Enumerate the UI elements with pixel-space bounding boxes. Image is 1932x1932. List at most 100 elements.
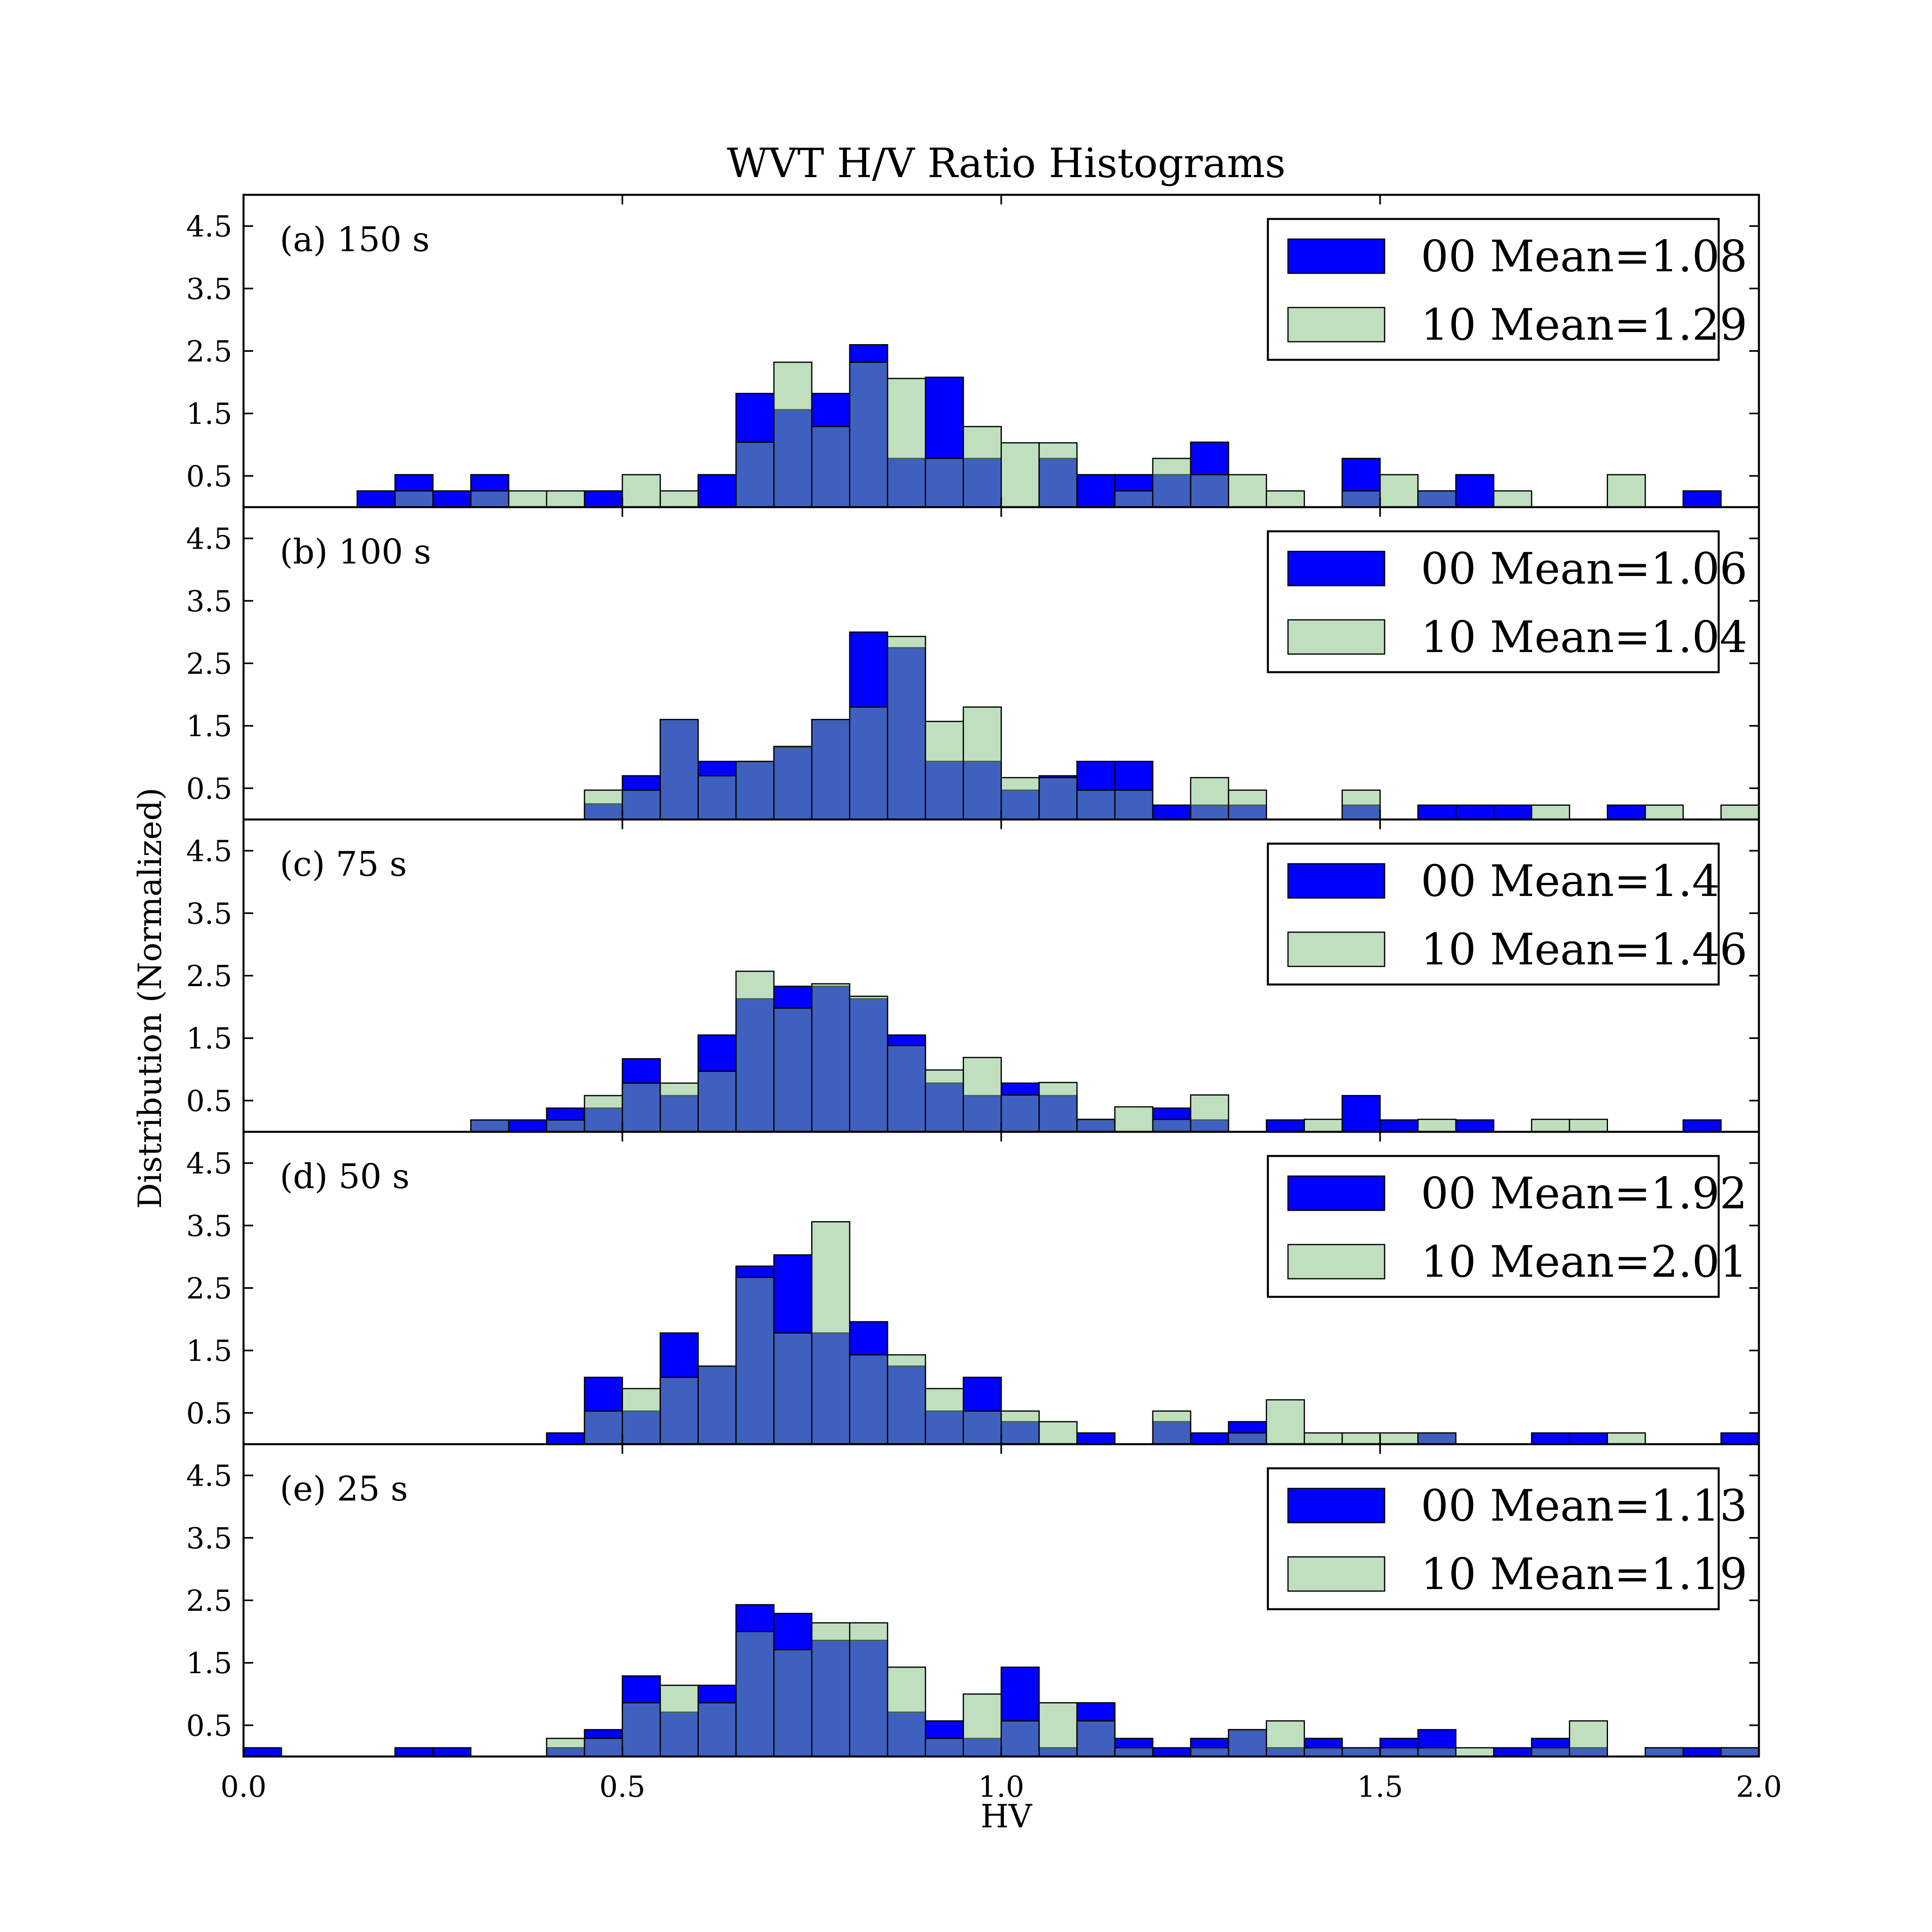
bar-10 <box>1001 1094 1040 1133</box>
bar-00 <box>1190 1432 1229 1445</box>
bar-00 <box>1682 1119 1722 1133</box>
bar-00 <box>1607 804 1646 820</box>
bar-10 <box>698 1070 737 1133</box>
bar-10 <box>962 426 1002 508</box>
bar-10 <box>1001 777 1040 820</box>
bar-10 <box>811 719 850 820</box>
y-tick-label: 1.5 <box>186 1334 232 1368</box>
bar-10 <box>962 706 1002 820</box>
bar-00 <box>1152 804 1191 820</box>
x-tick-label: 0.0 <box>221 1770 267 1804</box>
bar-10 <box>849 706 888 820</box>
bar-10 <box>1531 804 1570 820</box>
bar-10 <box>962 1410 1002 1445</box>
bar-10 <box>1417 1119 1457 1133</box>
bar-10 <box>773 1007 813 1133</box>
x-tick-label: 1.5 <box>1357 1770 1403 1804</box>
bar-10 <box>546 490 585 508</box>
histogram-panel: 0.5 1.5 2.5 3.5 4.5 (e) 25 s 00 Mean=1.13 10 Me… <box>186 1443 1782 1804</box>
bar-00 <box>546 1432 585 1445</box>
bar-10 <box>584 789 623 820</box>
bar-10 <box>1607 474 1646 508</box>
bar-10 <box>659 1377 699 1445</box>
bar-10 <box>1379 1747 1419 1757</box>
bar-10 <box>811 426 850 508</box>
bar-10 <box>1152 1119 1191 1133</box>
bar-10 <box>1265 1720 1305 1757</box>
bar-00 <box>698 474 737 508</box>
bar-10 <box>1001 1410 1040 1445</box>
bar-10 <box>1228 474 1267 508</box>
histogram-panel: 0.5 1.5 2.5 3.5 4.5 (d) 50 s 00 Mean=1.92 10 Me… <box>186 1131 1760 1445</box>
bar-10 <box>1038 1702 1078 1757</box>
y-tick-label: 0.5 <box>186 1084 232 1118</box>
bar-10 <box>1607 1432 1646 1445</box>
histogram-panel: 0.5 1.5 2.5 3.5 4.5 (c) 75 s 00 Mean=1.4 10 Mea… <box>186 818 1760 1133</box>
y-tick-label: 1.5 <box>186 397 232 431</box>
bar-10 <box>925 720 964 820</box>
bar-10 <box>546 1119 585 1133</box>
legend-swatch-00 <box>1287 863 1385 899</box>
bar-10 <box>1342 789 1381 820</box>
bar-00 <box>394 1747 434 1757</box>
bar-10 <box>1190 777 1229 820</box>
bar-10 <box>1228 789 1267 820</box>
bar-10 <box>735 1277 775 1445</box>
bar-10 <box>698 775 737 820</box>
bar-10 <box>1342 1432 1381 1445</box>
bar-00 <box>1455 1119 1494 1133</box>
legend-entry: 10 Mean=1.04 <box>1421 612 1747 663</box>
bar-10 <box>887 1666 926 1757</box>
bar-10 <box>811 1622 850 1757</box>
y-tick-label: 1.5 <box>186 1646 232 1680</box>
legend-swatch-00 <box>1287 238 1385 274</box>
bar-10 <box>1569 1720 1608 1757</box>
y-tick-label: 4.5 <box>186 210 232 244</box>
bar-10 <box>1114 1747 1154 1757</box>
bar-10 <box>470 490 510 508</box>
y-tick-label: 4.5 <box>186 1147 232 1181</box>
y-tick-label: 0.5 <box>186 1396 232 1430</box>
legend-swatch-10 <box>1287 307 1385 343</box>
bar-10 <box>1114 789 1154 820</box>
bar-10 <box>470 1119 510 1133</box>
panels-container: 0.5 1.5 2.5 3.5 4.5 (a) 150 s 00 Mean=1.08 10 M… <box>186 194 1782 1804</box>
bar-10 <box>1304 1119 1343 1133</box>
bar-10 <box>584 1410 623 1445</box>
panel-label: (a) 150 s <box>280 220 429 259</box>
y-tick-label: 3.5 <box>186 272 232 306</box>
panel-label: (c) 75 s <box>280 844 407 884</box>
bar-10 <box>887 1045 926 1133</box>
histogram-panel: 0.5 1.5 2.5 3.5 4.5 (a) 150 s 00 Mean=1.08 10 M… <box>186 194 1760 508</box>
y-tick-label: 3.5 <box>186 1521 232 1555</box>
bar-10 <box>621 789 661 820</box>
y-tick-label: 2.5 <box>186 1584 232 1618</box>
bar-00 <box>1417 804 1457 820</box>
bar-10 <box>925 1069 964 1133</box>
y-tick-label: 4.5 <box>186 834 232 868</box>
bar-10 <box>1379 474 1419 508</box>
bar-10 <box>1076 1119 1116 1133</box>
x-axis-title: HV <box>980 1798 1032 1835</box>
bar-00 <box>1493 1747 1532 1757</box>
legend-swatch-10 <box>1287 1556 1385 1592</box>
bar-10 <box>584 1738 623 1757</box>
bar-00 <box>1569 1432 1608 1445</box>
bar-10 <box>735 1631 775 1757</box>
bar-10 <box>621 474 661 508</box>
histogram-panel: 0.5 1.5 2.5 3.5 4.5 (b) 100 s 00 Mean=1.06 10 M… <box>186 506 1760 821</box>
bar-10 <box>394 490 434 508</box>
bar-00 <box>1152 1747 1191 1757</box>
bar-10 <box>1569 1119 1608 1133</box>
bar-10 <box>1531 1747 1570 1757</box>
bar-10 <box>659 490 699 508</box>
legend-entry: 10 Mean=1.46 <box>1421 925 1747 975</box>
bar-00 <box>243 1747 282 1757</box>
legend-swatch-00 <box>1287 1175 1385 1211</box>
y-tick-label: 4.5 <box>186 1459 232 1493</box>
bar-10 <box>1304 1432 1343 1445</box>
bar-10 <box>773 1649 813 1757</box>
y-tick-label: 1.5 <box>186 1022 232 1055</box>
bar-10 <box>1493 490 1532 508</box>
bar-10 <box>849 361 888 508</box>
